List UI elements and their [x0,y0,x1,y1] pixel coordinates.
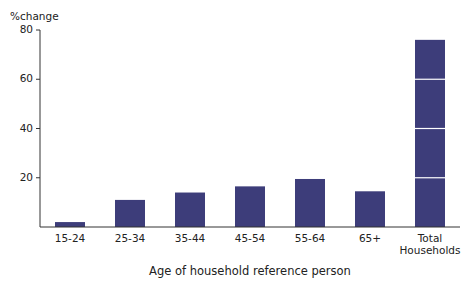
bar [55,222,85,227]
x-tick-label: 45-54 [235,232,266,244]
y-tick-label: 60 [20,72,33,84]
x-axis-line [40,227,460,228]
segment-line [415,79,445,80]
x-axis-label: Age of household reference person [149,264,351,278]
y-tick-label: 80 [20,23,33,35]
segment-line [415,177,445,178]
bar [175,193,205,227]
x-tick-label: TotalHouseholds [399,232,460,256]
bar [295,179,325,227]
chart-container: 20 40 60 80 15-24 25-34 35-44 45-54 55-64 65+ Tota… [0,0,472,283]
y-tick [36,128,40,129]
page: {"chart_data": {"type": "bar", "categori… [0,0,472,283]
x-tick-label: 65+ [359,232,381,244]
y-tick [36,30,40,31]
y-tick [36,177,40,178]
x-tick-label-line: 15-24 [55,232,86,244]
x-tick-label-line: 45-54 [235,232,266,244]
x-tick-label-line: 65+ [359,232,381,244]
x-tick-label-line: Households [399,244,460,256]
x-tick-label: 55-64 [295,232,326,244]
x-tick-label-line: 25-34 [115,232,146,244]
bar [415,40,445,227]
segment-line [415,128,445,129]
x-tick-label: 15-24 [55,232,86,244]
bar [355,191,385,227]
y-tick [36,79,40,80]
x-tick-label-line: Total [417,232,443,244]
x-tick-label-line: 55-64 [295,232,326,244]
bars [55,40,445,227]
bar [235,186,265,227]
x-tick-label: 25-34 [115,232,146,244]
x-tick-label: 35-44 [175,232,206,244]
y-axis-label: %change [10,10,59,22]
x-tick-label-line: 35-44 [175,232,206,244]
y-tick-label: 40 [20,122,33,134]
y-tick-label: 20 [20,171,33,183]
chart-svg: 20 40 60 80 15-24 25-34 35-44 45-54 55-64 65+ Tota… [0,0,472,283]
bar [115,200,145,227]
